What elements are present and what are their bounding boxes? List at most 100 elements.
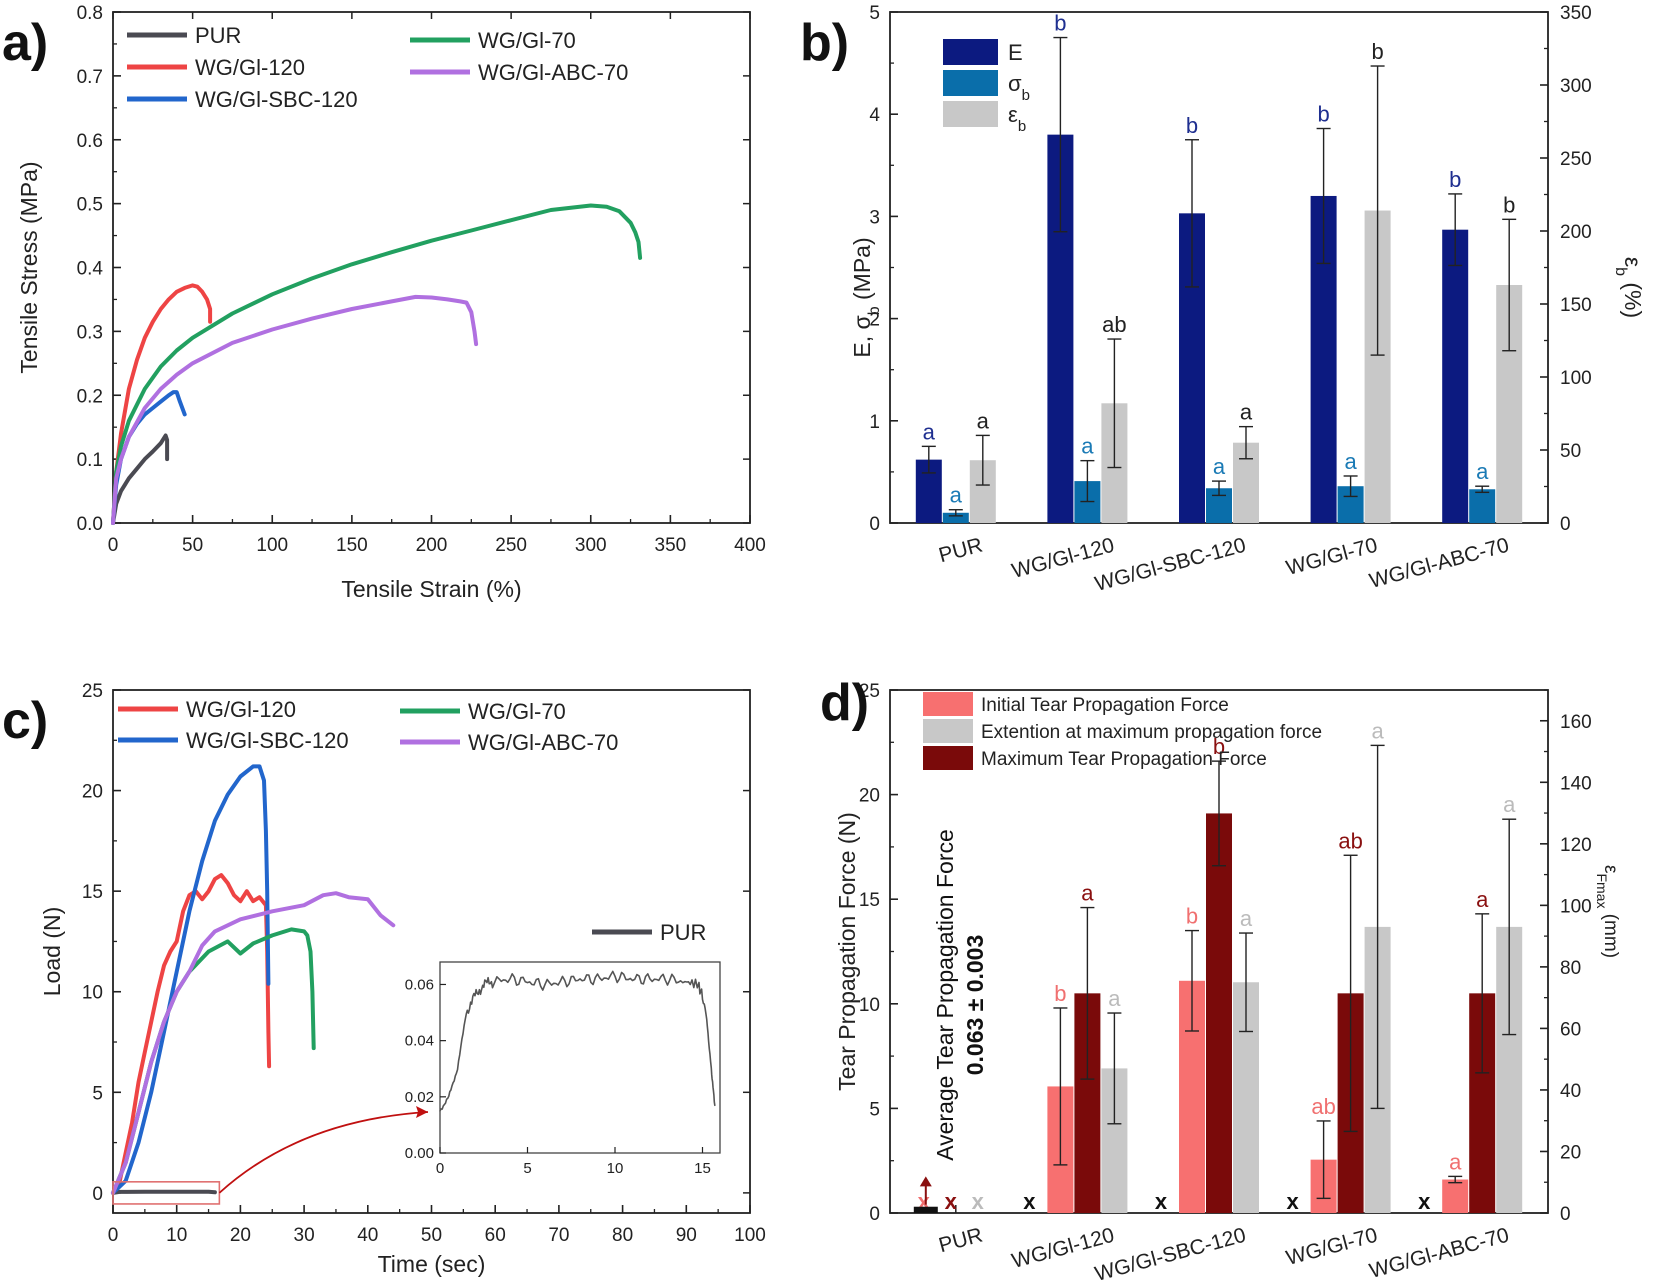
y-tick-label: 0.7 [77, 67, 103, 88]
y-tick-label: 140 [1560, 773, 1592, 794]
legend-label: WG/Gl-70 [468, 699, 566, 724]
panel-label: c) [2, 692, 48, 750]
y-tick-label: 160 [1560, 712, 1592, 733]
panel-b-tensile-bars: 012345050100150200250300350PURaaaWG/Gl-1… [800, 3, 1646, 596]
x-tick-label: 400 [734, 535, 766, 556]
curve-wg-gl-120 [111, 283, 213, 525]
x-mark: x [1023, 1189, 1036, 1214]
significance-letter: a [1240, 906, 1253, 931]
y-tick-label: 15 [82, 882, 103, 903]
y-tick-label: 100 [1560, 896, 1592, 917]
significance-letter: b [1054, 981, 1066, 1006]
significance-letter: b [1213, 734, 1225, 759]
inset-x-label: 5 [523, 1160, 531, 1177]
legend-label: E [1008, 40, 1023, 65]
legend-swatch [943, 39, 998, 65]
legend-swatch [943, 70, 998, 96]
legend-label: WG/Gl-SBC-120 [186, 728, 349, 753]
y-tick-label: 0.3 [77, 322, 103, 343]
y-tick-label: 0 [869, 1204, 880, 1225]
y-axis-title-left: E, σb (MPa) [849, 237, 883, 357]
x-tick-label: 50 [182, 535, 203, 556]
significance-letter: a [1476, 459, 1489, 484]
legend-swatch [943, 101, 998, 127]
y-tick-label: 300 [1560, 76, 1592, 97]
significance-letter: b [1186, 904, 1198, 929]
y-tick-label: 0.5 [77, 195, 103, 216]
x-mark: x [972, 1189, 985, 1214]
significance-letter: ab [1311, 1094, 1335, 1119]
y-tick-label: 15 [859, 890, 880, 911]
legend-label: εb [1008, 102, 1026, 135]
x-tick-label: 250 [495, 535, 527, 556]
significance-letter: a [950, 483, 963, 508]
significance-letter: b [1317, 102, 1329, 127]
legend-label: PUR [195, 23, 241, 48]
curve-wg-gl-120 [111, 873, 272, 1195]
bar-1 [1469, 489, 1496, 523]
significance-letter: b [1054, 11, 1066, 36]
significance-letter: a [977, 408, 990, 433]
y-tick-label: 0 [1560, 514, 1571, 535]
y-tick-label: 0.0 [77, 514, 103, 535]
x-tick-label: 0 [108, 535, 119, 556]
y-axis-title-left: Tear Propagation Force (N) [834, 812, 860, 1091]
average-annotation: Average Tear Propagation Force [932, 829, 958, 1161]
y-tick-label: 0.4 [77, 259, 104, 280]
category-label: WG/Gl-70 [1284, 1224, 1380, 1270]
curve-pur [111, 433, 170, 525]
inset-x-label: 0 [436, 1160, 444, 1177]
category-label: WG/Gl-SBC-120 [1092, 534, 1248, 596]
y-tick-label: 25 [859, 681, 880, 702]
significance-letter: a [923, 419, 936, 444]
inset-curve-pur [439, 970, 716, 1112]
y-tick-label: 0.8 [77, 3, 103, 24]
panel-a-tensile-curves: 0 50 100 150 200 250 300 350 400 0.0 0.1 0.2 0.3 0.4 0… [2, 3, 766, 602]
category-label: WG/Gl-SBC-120 [1092, 1224, 1248, 1283]
curve-wg-gl-abc-70 [111, 294, 479, 525]
category-label: WG/Gl-ABC-70 [1367, 534, 1512, 593]
legend-label: WG/Gl-120 [195, 55, 305, 80]
zoom-arrow [218, 1111, 429, 1194]
y-tick-label: 10 [859, 995, 880, 1016]
average-annotation-value: 0.063 ± 0.003 [962, 935, 988, 1076]
inset-y-label: 0.06 [405, 976, 434, 993]
curve-pur [111, 1189, 217, 1195]
inset-x-label: 15 [694, 1160, 711, 1177]
category-label: PUR [936, 1224, 985, 1258]
legend-label: Initial Tear Propagation Force [981, 695, 1229, 716]
y-tick-label: 350 [1560, 3, 1592, 24]
y-tick-label: 4 [869, 105, 880, 126]
legend-label: Maximum Tear Propagation Force [981, 749, 1267, 770]
x-tick-label: 30 [294, 1225, 315, 1246]
y-tick-label: 20 [859, 786, 880, 807]
legend-label: WG/Gl-70 [478, 28, 576, 53]
y-tick-label: 60 [1560, 1019, 1581, 1040]
bar-0 [1442, 1179, 1469, 1213]
inset-y-label: 0.00 [405, 1145, 434, 1162]
x-tick-label: 200 [416, 535, 448, 556]
legend-label: WG/Gl-SBC-120 [195, 87, 358, 112]
y-tick-label: 0.6 [77, 131, 103, 152]
panel-label: b) [800, 14, 849, 72]
inset-frame [439, 961, 721, 1154]
y-tick-label: 200 [1560, 222, 1592, 243]
x-mark: x [1418, 1189, 1431, 1214]
x-tick-label: 100 [734, 1225, 766, 1246]
inset-x-label: 10 [607, 1160, 624, 1177]
curve-wg-gl-70 [111, 203, 643, 525]
y-tick-label: 150 [1560, 295, 1592, 316]
significance-letter: b [1449, 167, 1461, 192]
significance-letter: a [1476, 887, 1489, 912]
x-mark: x [945, 1189, 958, 1214]
panel-label: d) [820, 674, 869, 732]
significance-letter: b [1503, 192, 1515, 217]
x-tick-label: 60 [485, 1225, 506, 1246]
significance-letter: b [1186, 113, 1198, 138]
significance-letter: a [1108, 986, 1121, 1011]
pur-average-bar [913, 1206, 938, 1213]
curve-wg-gl-sbc-120 [111, 764, 271, 1195]
